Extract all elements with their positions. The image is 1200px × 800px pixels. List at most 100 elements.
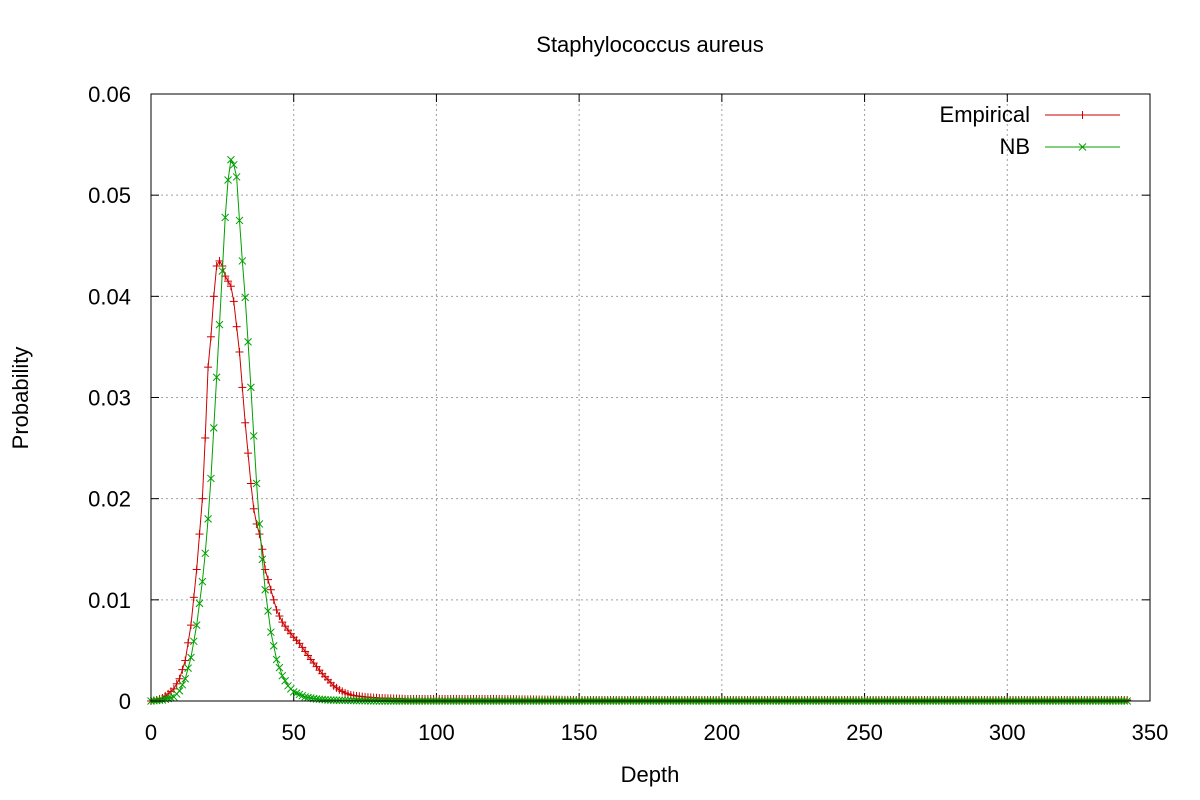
x-tick-label: 50 xyxy=(281,720,305,745)
data-point-empirical xyxy=(232,322,241,331)
data-point-nb xyxy=(167,693,175,702)
data-point-nb xyxy=(326,696,335,704)
data-point-nb xyxy=(269,642,278,650)
data-point-nb xyxy=(227,155,235,164)
data-point-nb xyxy=(209,423,218,432)
data-point-nb xyxy=(201,549,210,558)
data-point-nb xyxy=(252,479,261,488)
data-point-empirical xyxy=(1123,695,1132,704)
legend-marker-nb xyxy=(1078,143,1087,151)
series-nb xyxy=(147,155,1132,705)
data-point-empirical xyxy=(215,256,224,265)
data-point-empirical xyxy=(278,618,287,627)
data-point-nb xyxy=(295,690,304,699)
data-point-nb xyxy=(321,695,329,704)
data-point-nb xyxy=(247,383,255,392)
data-point-empirical xyxy=(241,418,250,427)
data-point-nb xyxy=(232,173,241,181)
data-point-empirical xyxy=(275,612,284,621)
data-point-nb xyxy=(189,637,198,646)
series-empirical xyxy=(147,256,1132,705)
data-point-empirical xyxy=(246,479,255,488)
data-point-empirical xyxy=(209,292,218,301)
data-point-nb xyxy=(329,696,338,704)
tick-layer: 0 50 100 150 200 250 300 350 0 0.01 0.02 0.03 0.04 0.… xyxy=(88,82,1168,745)
data-point-nb xyxy=(207,474,215,483)
data-point-empirical xyxy=(184,638,193,647)
data-point-nb xyxy=(238,257,247,265)
data-point-empirical xyxy=(206,332,215,341)
data-point-nb xyxy=(229,160,238,169)
data-point-empirical xyxy=(229,297,238,306)
data-point-empirical xyxy=(298,643,307,652)
data-point-empirical xyxy=(186,621,195,630)
data-point-nb xyxy=(192,621,201,629)
data-point-nb xyxy=(324,696,332,704)
data-point-empirical xyxy=(272,605,281,614)
data-point-empirical xyxy=(204,363,213,372)
data-point-empirical xyxy=(224,277,233,286)
data-point-empirical xyxy=(195,530,204,539)
y-axis-label: Probability xyxy=(8,347,33,450)
x-tick-label: 250 xyxy=(846,720,883,745)
data-point-nb xyxy=(335,696,344,705)
data-point-nb xyxy=(244,338,252,346)
y-tick-label: 0.02 xyxy=(88,487,131,512)
legend-label-nb: NB xyxy=(999,134,1030,159)
data-point-nb xyxy=(235,216,244,225)
legend-marker-empirical xyxy=(1078,111,1087,119)
data-point-empirical xyxy=(198,494,207,503)
data-point-nb xyxy=(175,687,184,695)
data-point-empirical xyxy=(295,639,304,648)
data-point-empirical xyxy=(269,595,278,604)
data-point-nb xyxy=(332,696,341,705)
data-point-empirical xyxy=(192,565,201,574)
x-tick-label: 200 xyxy=(703,720,740,745)
data-point-empirical xyxy=(172,679,181,688)
data-point-nb xyxy=(221,213,230,222)
data-point-nb xyxy=(341,696,349,705)
x-axis-label: Depth xyxy=(621,762,680,787)
data-point-nb xyxy=(158,696,167,704)
data-point-empirical xyxy=(258,545,267,554)
data-point-nb xyxy=(255,520,264,528)
data-point-empirical xyxy=(238,383,247,392)
x-tick-label: 0 xyxy=(145,720,157,745)
series-line-nb xyxy=(150,158,1128,702)
data-point-nb xyxy=(181,674,190,683)
series-layer xyxy=(147,155,1132,705)
data-point-empirical xyxy=(226,282,235,291)
data-point-empirical xyxy=(189,593,198,602)
data-point-empirical xyxy=(201,433,210,442)
data-point-empirical xyxy=(178,665,187,674)
data-point-empirical xyxy=(244,449,253,458)
data-point-nb xyxy=(281,676,290,685)
plot-frame xyxy=(150,93,1151,702)
data-point-nb xyxy=(264,607,272,615)
data-point-nb xyxy=(272,655,281,664)
data-point-nb xyxy=(267,628,275,637)
y-tick-label: 0.01 xyxy=(88,588,131,613)
data-point-nb xyxy=(195,599,204,608)
legend: Empirical NB xyxy=(940,102,1120,159)
data-point-nb xyxy=(344,696,352,705)
y-tick-label: 0.06 xyxy=(88,82,131,107)
data-point-nb xyxy=(198,577,207,586)
data-point-empirical xyxy=(281,622,290,631)
y-tick-label: 0.05 xyxy=(88,183,131,208)
x-tick-label: 100 xyxy=(418,720,455,745)
y-tick-label: 0.04 xyxy=(88,284,131,309)
data-point-nb xyxy=(298,691,307,700)
chart-title: Staphylococcus aureus xyxy=(536,32,763,57)
data-point-empirical xyxy=(266,585,275,594)
data-point-nb xyxy=(261,585,270,594)
data-point-empirical xyxy=(261,565,270,574)
data-point-nb xyxy=(249,432,258,440)
data-point-empirical xyxy=(301,647,310,656)
y-tick-label: 0.03 xyxy=(88,386,131,411)
data-point-empirical xyxy=(255,530,264,539)
data-point-nb xyxy=(338,696,347,705)
data-point-nb xyxy=(346,696,355,705)
